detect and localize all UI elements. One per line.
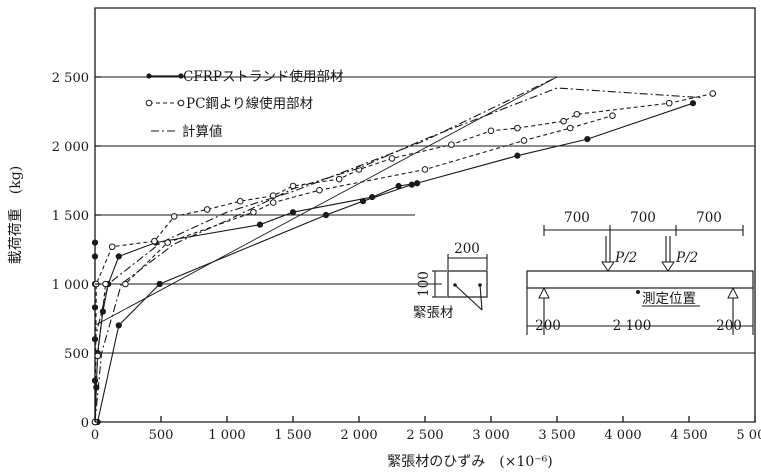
data-point: [115, 322, 122, 329]
data-point: [514, 124, 521, 132]
data-point: [421, 166, 429, 173]
data-point: [413, 180, 421, 187]
data-point: [91, 253, 99, 260]
y-tick-label: 500: [64, 347, 89, 362]
data-point: [514, 152, 521, 159]
total-span-label: 2 100: [613, 318, 652, 334]
data-point: [560, 117, 567, 125]
data-point: [151, 237, 158, 245]
load-arrow-left: [601, 261, 615, 272]
series-line: [94, 76, 558, 422]
beam: [526, 270, 754, 289]
y-tick-label: 1 000: [52, 278, 89, 293]
x-tick-label: 4 500: [670, 428, 707, 443]
x-tick-label: 2 500: [406, 428, 443, 443]
legend-marker-pc: [145, 99, 153, 107]
x-tick-label: 1 500: [274, 428, 311, 443]
cross-section-inset: 200 100 緊張材: [413, 241, 488, 321]
data-point: [584, 136, 591, 143]
data-point: [566, 124, 574, 132]
legend-marker-cfrp: [146, 73, 152, 79]
data-point: [388, 155, 396, 162]
measure-label: 測定位置: [642, 291, 696, 307]
x-tick-label: 1 000: [208, 428, 245, 443]
data-point: [573, 110, 581, 118]
data-point: [520, 137, 528, 144]
data-point: [395, 182, 402, 190]
overhang-right-label: 200: [716, 318, 742, 334]
reference-lines: [94, 76, 558, 326]
data-point: [289, 209, 297, 216]
measure-point: [636, 290, 640, 294]
overhang-left-label: 200: [535, 318, 561, 334]
series-2: [94, 76, 703, 423]
series-line: [94, 182, 418, 423]
series-line: [94, 115, 613, 423]
load-left-label: P/2: [614, 250, 637, 266]
data-point: [487, 127, 495, 135]
load-right-label: P/2: [675, 250, 698, 266]
span-c-label: 700: [696, 210, 722, 226]
x-tick-label: 5 000: [736, 428, 761, 443]
legend-label-cfrp: CFRPストランド使用部材: [183, 68, 343, 85]
support-left: [538, 286, 550, 299]
tendon-label: 緊張材: [413, 305, 454, 321]
data-point: [170, 213, 178, 220]
data-point: [115, 253, 122, 260]
series-line: [94, 87, 703, 423]
data-point: [91, 304, 99, 311]
support-right: [727, 286, 739, 299]
reference-line: [94, 76, 558, 326]
x-axis-title: 緊張材のひずみ (×10⁻⁶): [387, 454, 552, 470]
y-axis-ticks: 0 500 1 000 1 500 2 000 2 500: [52, 71, 101, 431]
data-point: [709, 90, 717, 97]
span-b-label: 700: [630, 210, 656, 226]
y-axis-title: 載荷荷重 (kg): [8, 166, 24, 264]
data-point: [689, 100, 697, 107]
data-point: [102, 280, 109, 288]
beam-elevation-inset: 700 700 700 P/2 P/2 測定位置 200 2 100 200: [526, 210, 754, 335]
load-arrow-right: [661, 261, 675, 272]
grid: [95, 76, 755, 354]
x-tick-label: 500: [149, 428, 174, 443]
y-tick-label: 0: [81, 416, 89, 431]
series-1: [91, 90, 717, 426]
data-point: [448, 141, 455, 148]
x-tick-label: 2 000: [340, 428, 377, 443]
x-tick-label: 3 500: [538, 428, 575, 443]
legend-label-pc: PC鋼より線使用部材: [186, 95, 313, 112]
data-point: [369, 193, 376, 201]
legend: CFRPストランド使用部材 PC鋼より線使用部材 計算値: [145, 68, 343, 140]
legend-label-calc: 計算値: [182, 124, 223, 140]
data-point: [609, 112, 616, 119]
x-tick-label: 0: [91, 428, 99, 443]
data-point: [108, 243, 116, 251]
data-point: [322, 211, 330, 219]
x-tick-label: 4 000: [604, 428, 641, 443]
section-height-label: 100: [416, 271, 432, 297]
data-point: [256, 221, 264, 228]
data-point: [335, 175, 343, 183]
data-point: [122, 280, 129, 288]
data-point: [91, 239, 99, 246]
data-point: [250, 208, 257, 216]
data-point: [269, 199, 277, 206]
data-point: [156, 280, 163, 288]
data-point: [236, 197, 244, 205]
y-tick-label: 1 500: [52, 209, 89, 224]
x-tick-label: 3 000: [472, 428, 509, 443]
y-tick-label: 2 500: [52, 71, 89, 86]
series-layer: [91, 76, 717, 426]
data-point: [203, 206, 211, 213]
y-tick-label: 2 000: [52, 140, 89, 155]
data-point: [316, 186, 323, 194]
span-a-label: 700: [564, 210, 590, 226]
section-width-label: 200: [454, 241, 480, 257]
data-point: [94, 352, 101, 360]
x-axis-ticks: 0 500 1 000 1 500 2 000 2 500 3 000 3 500 4 000 4…: [91, 416, 761, 443]
data-point: [665, 99, 673, 107]
